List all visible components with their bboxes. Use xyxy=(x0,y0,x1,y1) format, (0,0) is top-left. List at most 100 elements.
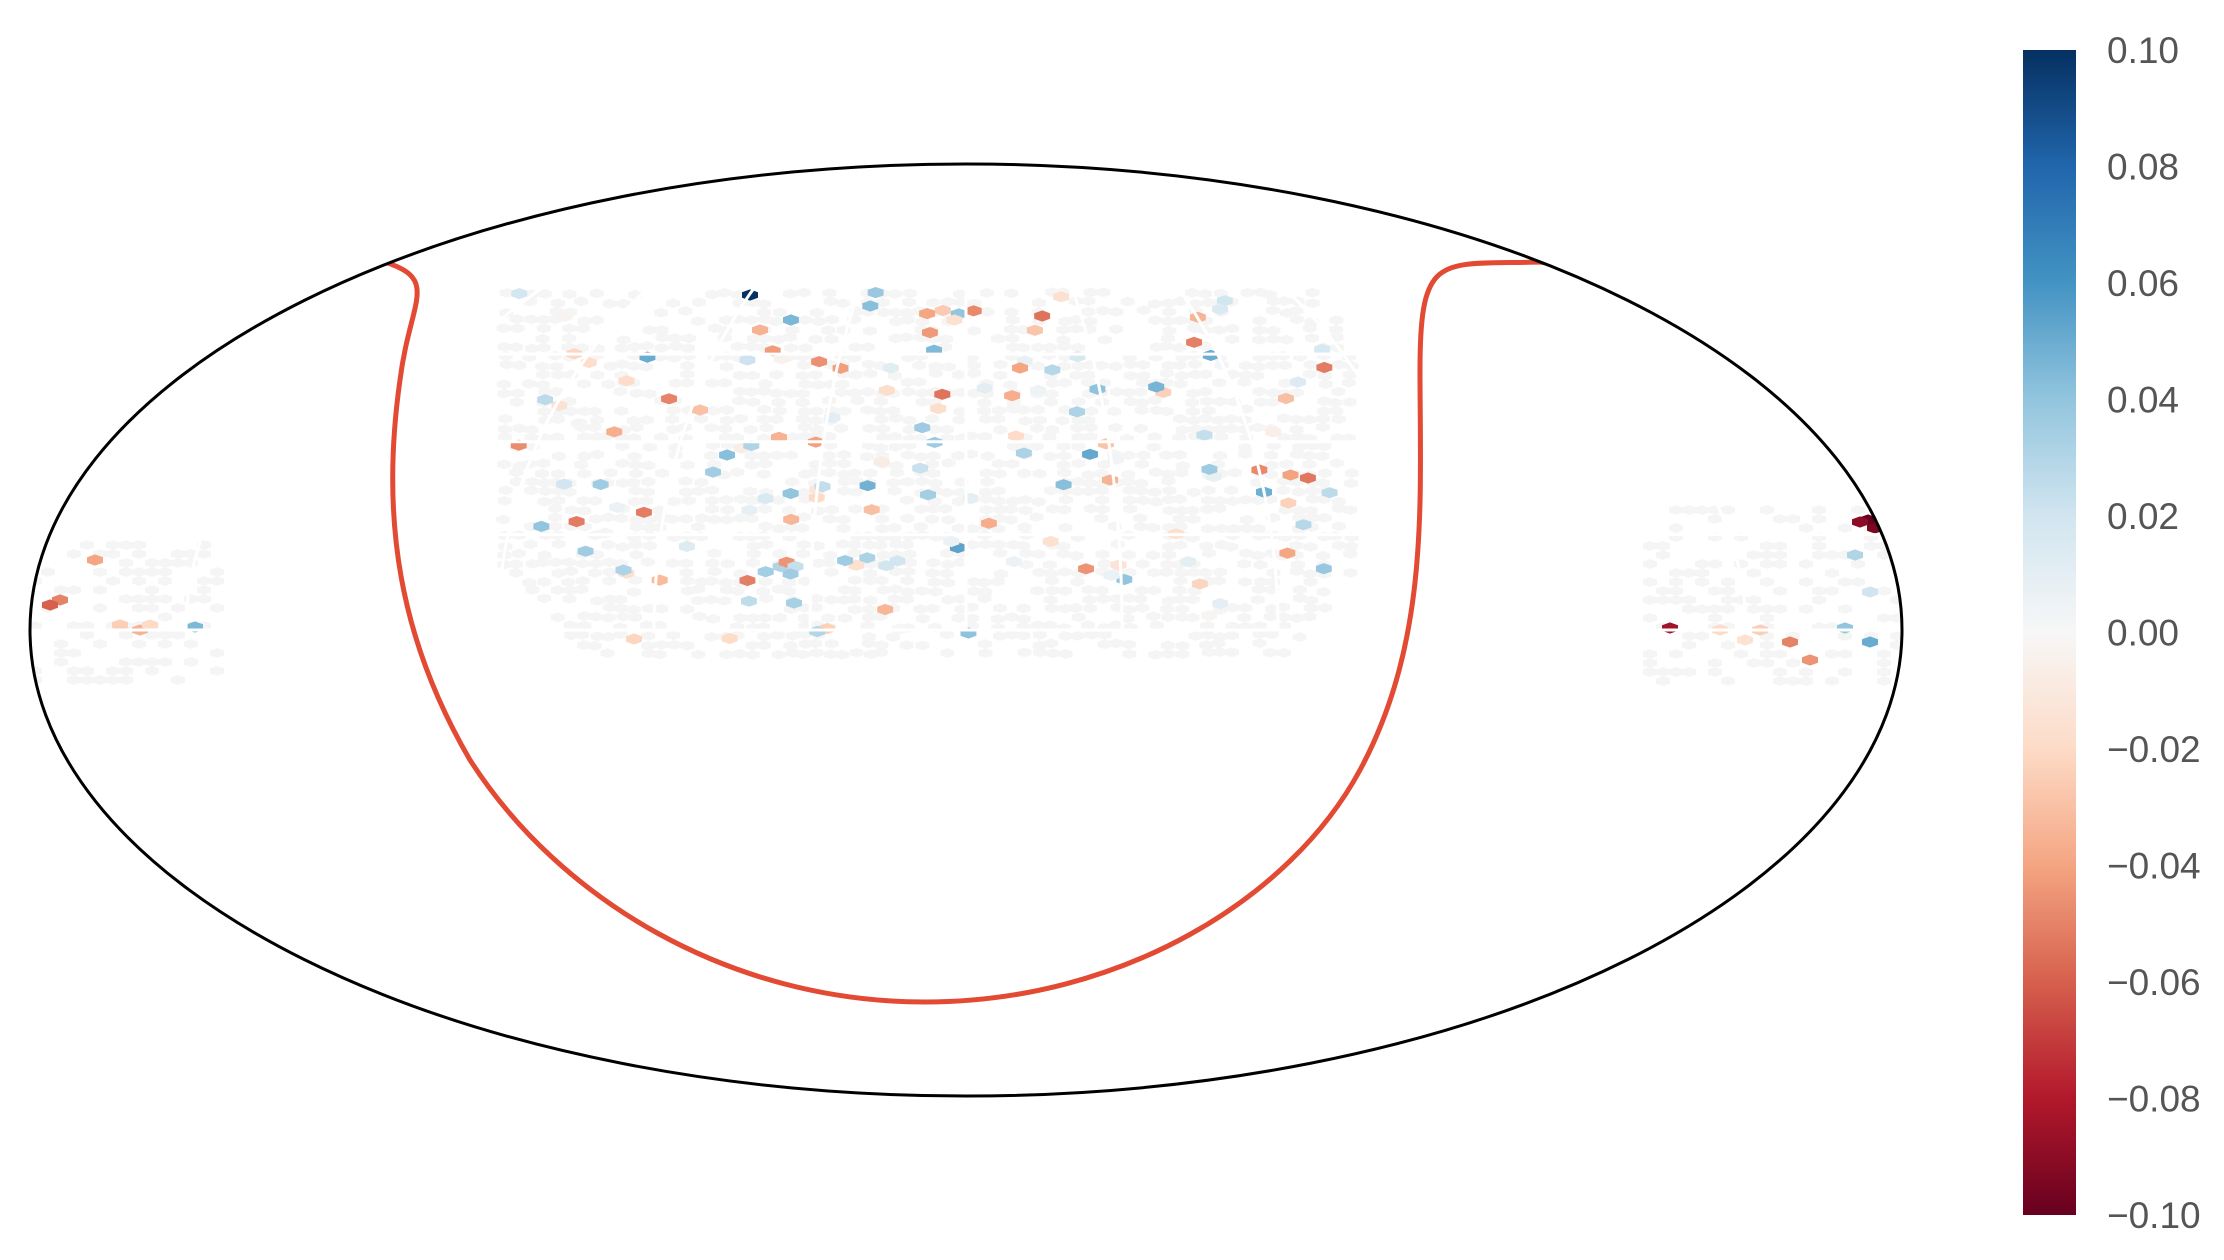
hexbin-cell xyxy=(1094,585,1109,596)
hexbin-cell xyxy=(1747,550,1761,560)
hexbin-cell xyxy=(747,333,761,344)
hexbin-cell xyxy=(1120,613,1135,624)
hexbin-cell xyxy=(1277,647,1291,658)
hexbin-cell xyxy=(1266,334,1281,344)
hexbin-cell xyxy=(1214,432,1229,442)
hexbin-cell xyxy=(1136,450,1151,461)
hexbin-cell xyxy=(705,378,720,389)
hexbin-cell xyxy=(1185,505,1200,516)
hexbin-cell xyxy=(537,406,552,417)
hexbin-cell xyxy=(902,531,917,542)
hexbin-cell xyxy=(1200,396,1215,407)
hexbin-cell xyxy=(821,557,836,568)
hexbin-cell xyxy=(993,359,1008,370)
hexbin-cell xyxy=(1083,422,1098,433)
hexbin-cell xyxy=(537,314,551,325)
hexbin-cell xyxy=(1721,577,1735,587)
hexbin-cell xyxy=(589,558,604,569)
hexbin-cell xyxy=(551,370,565,380)
hexbin-cell xyxy=(1305,333,1319,343)
hexbin-cell xyxy=(1121,604,1136,615)
hexbin-cell xyxy=(158,612,172,622)
hexbin-cell xyxy=(1201,523,1216,534)
hexbin-cell xyxy=(524,425,539,435)
hexbin-cell xyxy=(1252,315,1267,326)
hexbin-cell xyxy=(642,603,657,614)
hexbin-cell xyxy=(889,460,904,471)
hexbin-cell xyxy=(1212,598,1229,610)
hexbin-cell xyxy=(1162,505,1177,516)
hexbin-cell xyxy=(628,612,643,623)
hexbin-cell xyxy=(1213,396,1228,407)
hexbin-cell xyxy=(1227,467,1242,478)
hexbin-cell xyxy=(695,513,709,524)
hexbin-cell xyxy=(1161,649,1176,659)
hexbin-cell xyxy=(615,564,632,576)
hexbin-cell xyxy=(681,350,696,361)
hexbin-cell xyxy=(1031,361,1045,372)
hexbin-cell xyxy=(654,308,668,318)
hexbin-cell xyxy=(537,478,552,488)
graticule-line xyxy=(652,210,830,631)
hexbin-cell xyxy=(613,629,628,640)
hexbin-cell xyxy=(616,298,631,309)
hexbin-cell xyxy=(1146,611,1161,622)
hexbin-cell xyxy=(1643,649,1657,659)
hexbin-cell xyxy=(1802,654,1818,666)
hexbin-cell xyxy=(692,404,708,416)
hexbin-cell xyxy=(887,486,902,496)
hexbin-cell xyxy=(719,449,735,461)
hexbin-cell xyxy=(888,431,902,442)
hexbin-cell xyxy=(577,468,592,479)
hexbin-cell xyxy=(655,332,670,343)
hexbin-cell xyxy=(965,540,980,550)
hexbin-cell xyxy=(666,424,681,435)
hexbin-cell xyxy=(1238,603,1253,613)
hexbin-cell xyxy=(964,449,978,460)
colorbar-tick-label-8: −0.06 xyxy=(2107,962,2201,1003)
hexbin-cell xyxy=(934,304,951,317)
hexbin-cell xyxy=(886,632,901,642)
hexbin-cell xyxy=(836,298,851,309)
hexbin-cell xyxy=(977,577,992,588)
hexbin-cell xyxy=(704,632,719,642)
hexbin-cell xyxy=(733,386,748,397)
hexbin-cell xyxy=(823,550,838,561)
hexbin-cell xyxy=(707,514,722,525)
hexbin-cell xyxy=(1201,495,1215,506)
hexbin-cell xyxy=(1136,371,1151,381)
hexbin-cell xyxy=(522,378,537,389)
hexbin-cell xyxy=(642,389,657,399)
hexbin-cell xyxy=(119,630,133,640)
hexbin-cell xyxy=(1174,467,1189,478)
graticule-line xyxy=(808,210,899,631)
hexbin-cell xyxy=(680,604,695,615)
hexbin-cell xyxy=(939,629,954,640)
hexbin-cell xyxy=(1303,542,1318,552)
hexbin-cell xyxy=(887,522,902,533)
hexbin-cell xyxy=(556,478,572,490)
hexbin-cell xyxy=(1030,384,1047,396)
hexbin-cell xyxy=(1317,512,1332,523)
hexbin-cell xyxy=(704,450,719,461)
graticule-line xyxy=(1102,210,1280,631)
graticule-line xyxy=(1033,210,1124,631)
hexbin-cell xyxy=(1213,424,1228,435)
hexbin-cell xyxy=(1071,476,1085,487)
hexbin-cell xyxy=(1201,405,1216,416)
hexbin-cell xyxy=(616,335,631,345)
hexbin-cell xyxy=(1289,387,1304,398)
hexbin-cell xyxy=(888,288,903,299)
hexbin-cell xyxy=(1799,577,1813,587)
hexbin-cell xyxy=(847,539,862,550)
hexbin-cell xyxy=(1238,442,1253,453)
hexbin-cell xyxy=(602,576,617,586)
hexbin-cell xyxy=(772,307,787,318)
hexbin-cell xyxy=(1123,396,1138,407)
hexbin-cell xyxy=(652,620,667,631)
hexbin-cell xyxy=(744,450,759,461)
hexbin-cell xyxy=(525,476,540,487)
hexbin-cell xyxy=(1825,568,1839,578)
hexbin-cell xyxy=(771,495,786,505)
hexbin-cell xyxy=(1003,380,1018,390)
